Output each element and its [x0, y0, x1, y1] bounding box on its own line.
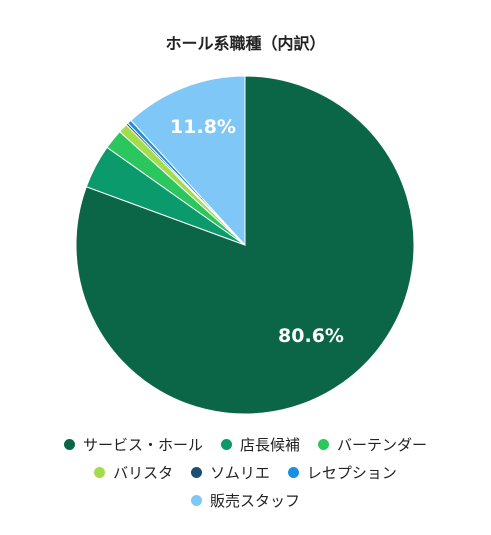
legend-item[interactable]: レセプション — [287, 462, 397, 483]
legend-swatch-icon — [190, 494, 202, 506]
legend-swatch-icon — [63, 438, 75, 450]
legend-item[interactable]: 販売スタッフ — [190, 490, 300, 511]
legend-row: バリスタ ソムリエ レセプション — [0, 458, 491, 486]
legend-item[interactable]: バーテンダー — [318, 434, 427, 455]
legend-item[interactable]: 店長候補 — [220, 434, 300, 455]
legend-label: サービス・ホール — [82, 435, 203, 454]
legend-swatch-icon — [287, 466, 299, 478]
legend-row: 販売スタッフ — [0, 486, 491, 514]
legend-item[interactable]: サービス・ホール — [63, 434, 203, 455]
legend: サービス・ホール 店長候補 バーテンダーバリスタ ソムリエ レセプション 販売スタッフ — [0, 430, 491, 514]
legend-swatch-icon — [94, 466, 106, 478]
legend-swatch-icon — [191, 466, 203, 478]
legend-item[interactable]: ソムリエ — [191, 462, 270, 483]
legend-label: レセプション — [306, 463, 397, 482]
pie-slice-6 — [130, 75, 246, 247]
slice-label-0: 80.6% — [278, 325, 344, 347]
chart-title: ホール系職種（内訳） — [165, 34, 326, 53]
legend-swatch-icon — [220, 438, 232, 450]
legend-label: バリスタ — [113, 463, 174, 482]
legend-swatch-icon — [318, 438, 329, 450]
legend-item[interactable]: バリスタ — [94, 462, 173, 483]
legend-label: バーテンダー — [337, 435, 428, 454]
legend-label: ソムリエ — [210, 463, 270, 482]
legend-label: 販売スタッフ — [209, 491, 300, 510]
legend-label: 店長候補 — [239, 435, 300, 454]
slice-label-6: 11.8% — [170, 116, 236, 138]
legend-row: サービス・ホール 店長候補 バーテンダー — [0, 430, 491, 458]
